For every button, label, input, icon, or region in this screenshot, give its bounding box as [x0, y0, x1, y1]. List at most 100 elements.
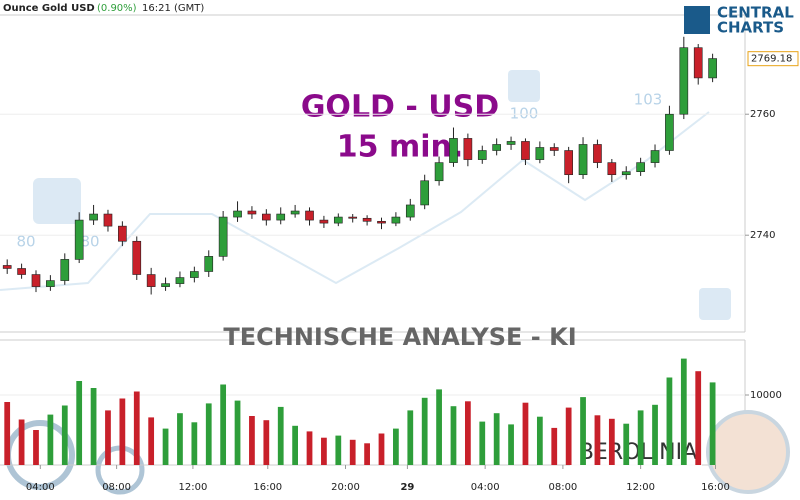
volume-bar [522, 402, 529, 465]
volume-bar [623, 423, 630, 465]
avatar [706, 410, 790, 494]
candle-body [348, 216, 358, 219]
candle-body [492, 144, 501, 151]
candle-body [636, 162, 645, 172]
candle-body [679, 47, 689, 115]
candle-body [477, 150, 487, 160]
volume-bar [133, 391, 140, 465]
watermark-label: 100 [510, 105, 539, 123]
volume-bar [436, 389, 442, 465]
volume-bar [148, 417, 155, 465]
candle-body [578, 144, 588, 176]
volume-bar [407, 410, 414, 465]
watermark-label: 80 [80, 233, 99, 251]
candle-body [261, 213, 271, 221]
candle-body [420, 180, 430, 206]
watermark-line [0, 111, 710, 291]
watermark-icon [508, 70, 540, 102]
volume-bar [479, 421, 486, 465]
logo-icon [684, 6, 710, 34]
candle-body [190, 271, 199, 278]
x-tick-label: 08:00 [548, 482, 577, 493]
candle-body [506, 141, 516, 145]
candle-body [17, 268, 26, 275]
volume-bar [4, 401, 11, 465]
candle-body [103, 213, 113, 227]
candle-body [146, 274, 156, 287]
volume-bar [393, 428, 399, 465]
volume-bar [349, 439, 356, 465]
volume-bar [177, 413, 183, 465]
volume-bar [508, 424, 514, 465]
last-price-box [747, 51, 799, 67]
candle-body [132, 240, 142, 275]
volume-bar [234, 400, 241, 465]
candle-body [564, 150, 573, 176]
candle-body [161, 283, 170, 287]
change: (0.90%) [97, 3, 137, 14]
candle-body [60, 259, 70, 281]
volume-bar [90, 387, 97, 465]
candle-body [118, 225, 127, 242]
y-tick-label: 10000 [750, 390, 782, 401]
volume-bar [220, 384, 227, 465]
watermark-icon [699, 288, 731, 320]
x-tick-label: 08:00 [102, 482, 131, 493]
volume-bar [536, 416, 543, 465]
candle-body [333, 216, 343, 224]
volume-bar [493, 413, 500, 465]
candle-body [31, 274, 41, 287]
volume-bar [421, 397, 428, 465]
volume-bar [18, 419, 25, 465]
watermark-icon [33, 178, 81, 224]
candle-body [218, 216, 228, 257]
candle-body [74, 219, 84, 260]
y-tick-label: 2760 [750, 109, 775, 120]
candle-body [175, 277, 185, 284]
volume-bar [551, 427, 558, 465]
volume-bar [105, 410, 111, 465]
volume-bar [205, 403, 212, 465]
volume-bar [450, 406, 457, 465]
candle-body [607, 162, 617, 176]
x-tick-label: 16:00 [253, 482, 282, 493]
time: 16:21 (GMT) [142, 3, 204, 14]
volume-bar [119, 398, 126, 465]
volume-bar [680, 358, 687, 465]
x-tick-label: 04:00 [471, 482, 500, 493]
watermark-label: 80 [16, 233, 35, 251]
volume-bar [76, 380, 83, 465]
volume-bar [306, 431, 313, 465]
candle-body [708, 58, 717, 79]
volume-bar [364, 443, 370, 465]
candle-body [290, 210, 300, 215]
candle-body [650, 150, 660, 163]
logo-text: CHARTS [717, 19, 784, 37]
volume-bar [277, 406, 284, 465]
volume-bar [249, 415, 255, 465]
candle-body [463, 138, 473, 160]
volume-bar [637, 410, 644, 465]
candle-body [621, 171, 631, 176]
candle-body [449, 138, 458, 163]
volume-bar [594, 415, 601, 465]
volume-bar [666, 377, 673, 465]
candle-body [521, 141, 530, 160]
volume-bar [191, 422, 198, 465]
logo-text: CENTRAL [717, 4, 794, 22]
candle-body [89, 213, 98, 221]
volume-bar [652, 404, 658, 465]
volume-bar [378, 433, 385, 465]
candle-body [693, 47, 703, 79]
x-tick-label: 20:00 [331, 482, 360, 493]
x-tick-label: 12:00 [626, 482, 655, 493]
last-price: 2769.18 [751, 54, 792, 65]
candle-body [377, 220, 386, 224]
candle-body [535, 147, 545, 160]
volume-bar [47, 414, 54, 465]
chart-title: GOLD - USD [301, 90, 499, 125]
volume-bar [33, 429, 39, 465]
y-tick-label: 2740 [750, 230, 775, 241]
banner: TECHNISCHE ANALYSE - KI [223, 323, 576, 351]
